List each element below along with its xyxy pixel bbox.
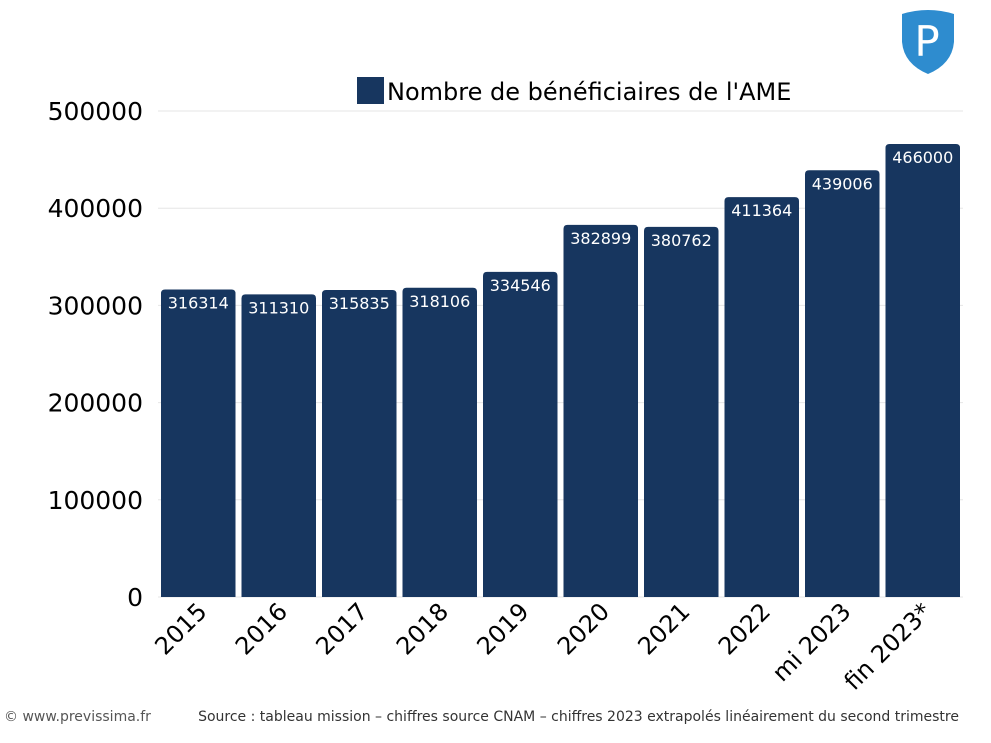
logo-letter: P xyxy=(914,17,939,66)
legend[interactable]: Nombre de bénéficiaires de l'AME xyxy=(357,77,791,106)
bar-value-label: 316314 xyxy=(168,294,229,313)
bar xyxy=(161,289,236,597)
x-tick-label: 2019 xyxy=(472,597,535,660)
legend-label: Nombre de bénéficiaires de l'AME xyxy=(387,78,791,106)
y-tick-label: 200000 xyxy=(48,389,143,418)
bar xyxy=(644,226,719,597)
y-tick-label: 500000 xyxy=(48,97,143,126)
bar xyxy=(322,290,397,597)
y-tick-label: 100000 xyxy=(48,486,143,515)
bar xyxy=(402,287,477,597)
bar xyxy=(885,144,960,597)
bar xyxy=(724,197,799,598)
bar-value-label: 380762 xyxy=(651,231,712,250)
y-tick-label: 300000 xyxy=(48,291,143,320)
x-tick-label: fin 2023* xyxy=(839,597,937,695)
bar xyxy=(563,224,638,597)
bar xyxy=(241,294,316,597)
previssima-logo-icon[interactable]: P xyxy=(896,8,960,76)
source-note: Source : tableau mission – chiffres sour… xyxy=(198,709,959,725)
x-tick-label: 2021 xyxy=(633,597,696,660)
x-tick-label: 2018 xyxy=(391,597,454,660)
logo-shield-shape xyxy=(902,10,954,74)
bar-value-label: 318106 xyxy=(409,292,470,311)
bar-value-label: 439006 xyxy=(812,174,873,193)
bar xyxy=(805,170,880,597)
x-tick-label: 2015 xyxy=(150,597,213,660)
x-tick-label: 2017 xyxy=(311,597,374,660)
bars: 316314 311310 315835 318106 334546 382899 3807… xyxy=(161,144,960,598)
bar-value-label: 315835 xyxy=(329,294,390,313)
bar xyxy=(483,271,558,597)
y-axis-ticks: 0 100000 200000 300000 400000 500000 xyxy=(48,97,143,612)
bar-value-label: 382899 xyxy=(570,229,631,248)
y-tick-label: 400000 xyxy=(48,194,143,223)
x-tick-label: 2022 xyxy=(713,597,776,660)
y-tick-label: 0 xyxy=(127,583,143,612)
legend-swatch xyxy=(357,77,384,104)
copyright-text: © www.previssima.fr xyxy=(4,709,151,725)
bar-value-label: 466000 xyxy=(892,148,953,167)
bar-value-label: 411364 xyxy=(731,201,792,220)
x-tick-label: 2020 xyxy=(552,597,615,660)
bar-value-label: 311310 xyxy=(248,298,309,317)
bar-value-label: 334546 xyxy=(490,276,551,295)
x-tick-label: 2016 xyxy=(230,597,293,660)
